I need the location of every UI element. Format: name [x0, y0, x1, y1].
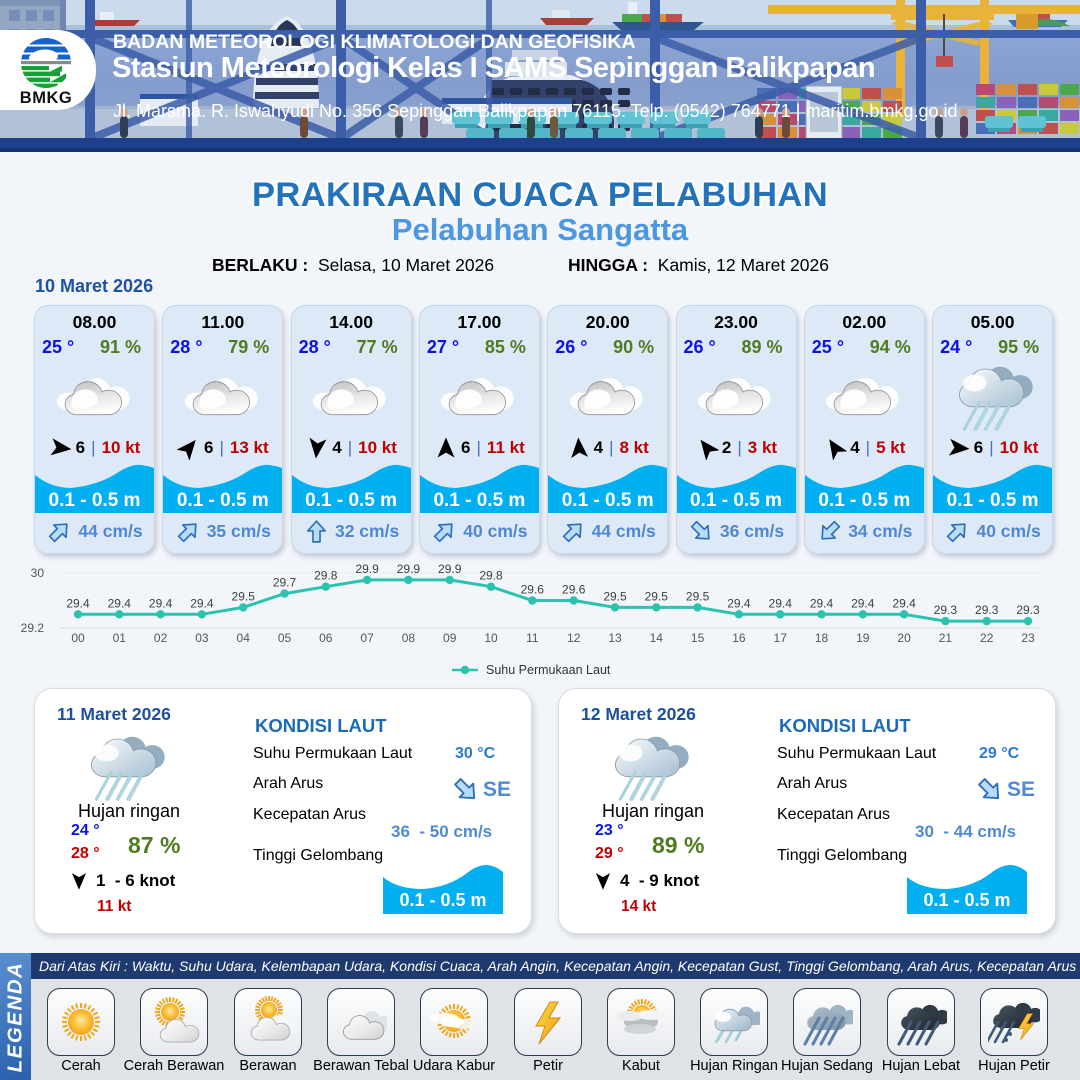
svg-text:29.2: 29.2 — [21, 621, 45, 635]
svg-text:22: 22 — [980, 631, 994, 645]
svg-text:29.3: 29.3 — [975, 603, 999, 617]
svg-text:09: 09 — [443, 631, 457, 645]
svg-text:29.4: 29.4 — [851, 596, 875, 610]
svg-text:BMKG: BMKG — [20, 89, 72, 107]
svg-text:29.4: 29.4 — [810, 596, 834, 610]
svg-text:12: 12 — [567, 631, 581, 645]
svg-text:29.3: 29.3 — [1016, 603, 1040, 617]
svg-text:13: 13 — [608, 631, 622, 645]
svg-text:29.4: 29.4 — [727, 596, 751, 610]
svg-text:29.4: 29.4 — [66, 596, 90, 610]
svg-text:19: 19 — [856, 631, 870, 645]
svg-text:18: 18 — [815, 631, 829, 645]
svg-text:08: 08 — [402, 631, 416, 645]
svg-text:29.6: 29.6 — [562, 583, 586, 597]
svg-text:29.4: 29.4 — [769, 596, 793, 610]
svg-text:01: 01 — [113, 631, 127, 645]
svg-text:29.8: 29.8 — [479, 569, 503, 583]
svg-text:02: 02 — [154, 631, 168, 645]
svg-text:21: 21 — [939, 631, 953, 645]
svg-text:04: 04 — [237, 631, 251, 645]
svg-text:00: 00 — [71, 631, 85, 645]
svg-text:29.5: 29.5 — [603, 589, 627, 603]
svg-text:10: 10 — [484, 631, 498, 645]
svg-text:30: 30 — [31, 566, 45, 580]
svg-text:29.3: 29.3 — [934, 603, 958, 617]
svg-text:03: 03 — [195, 631, 209, 645]
svg-text:29.6: 29.6 — [521, 583, 545, 597]
svg-text:29.5: 29.5 — [645, 589, 669, 603]
svg-text:11: 11 — [526, 631, 539, 645]
svg-text:29.9: 29.9 — [438, 562, 462, 576]
svg-text:14: 14 — [650, 631, 664, 645]
svg-text:29.5: 29.5 — [686, 589, 710, 603]
svg-text:Suhu Permukaan Laut: Suhu Permukaan Laut — [486, 663, 611, 677]
svg-text:16: 16 — [732, 631, 746, 645]
svg-text:29.4: 29.4 — [190, 596, 214, 610]
svg-text:29.4: 29.4 — [892, 596, 916, 610]
svg-text:07: 07 — [360, 631, 374, 645]
svg-text:06: 06 — [319, 631, 333, 645]
svg-text:15: 15 — [691, 631, 705, 645]
svg-text:23: 23 — [1021, 631, 1035, 645]
svg-text:29.8: 29.8 — [314, 569, 338, 583]
svg-text:29.9: 29.9 — [397, 562, 421, 576]
svg-text:29.4: 29.4 — [108, 596, 132, 610]
svg-text:29.9: 29.9 — [355, 562, 379, 576]
svg-text:05: 05 — [278, 631, 292, 645]
svg-text:29.5: 29.5 — [232, 589, 256, 603]
svg-text:20: 20 — [897, 631, 911, 645]
svg-text:17: 17 — [774, 631, 788, 645]
svg-text:29.7: 29.7 — [273, 576, 297, 590]
svg-text:29.4: 29.4 — [149, 596, 173, 610]
